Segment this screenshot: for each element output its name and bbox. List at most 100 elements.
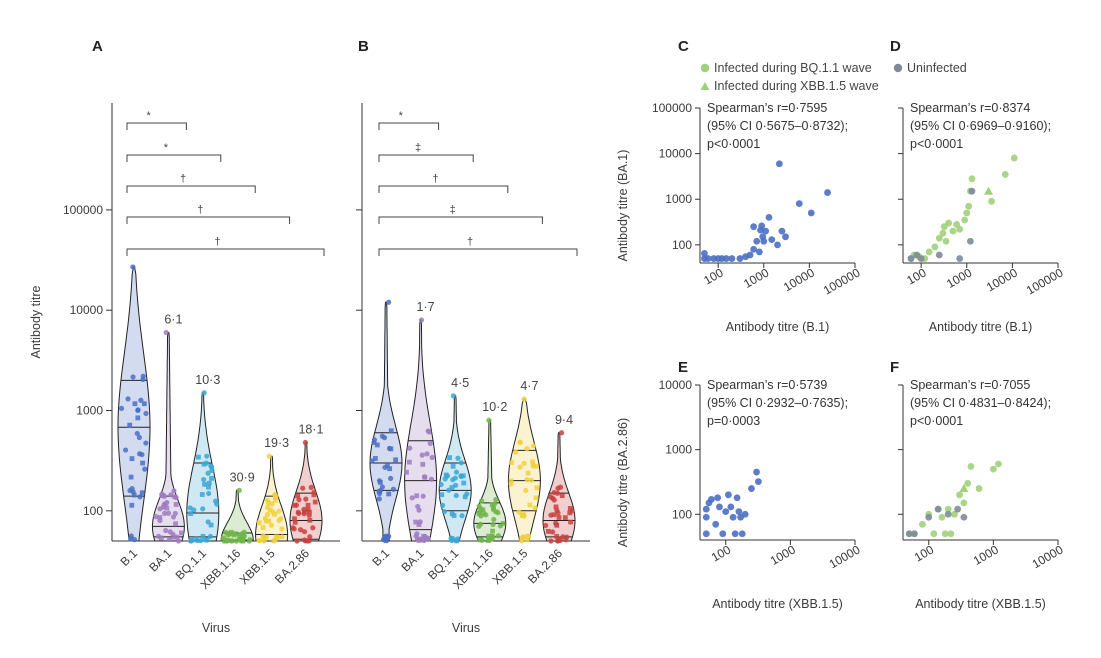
fold-change-label: 30·9: [230, 470, 255, 484]
data-point: [170, 531, 176, 537]
data-point: [272, 536, 279, 542]
data-point: [427, 440, 433, 447]
data-point: [264, 511, 271, 518]
data-point: [273, 493, 279, 499]
fold-change-label: 9·4: [555, 413, 573, 427]
data-point: [188, 538, 194, 544]
data-point: [137, 494, 143, 500]
data-point: [905, 530, 913, 538]
data-point: [941, 530, 949, 538]
data-point: [701, 249, 708, 257]
data-point: [548, 538, 554, 544]
data-point: [420, 493, 426, 499]
legend-bq-wave-label: Infected during BQ.1.1 wave: [714, 61, 872, 75]
data-point: [200, 506, 206, 512]
data-point: [206, 484, 211, 490]
x-axis-label: Virus: [452, 621, 480, 635]
data-point: [907, 255, 915, 262]
x-tick-label: 100: [912, 542, 937, 564]
data-point: [386, 491, 392, 497]
data-point: [236, 487, 242, 493]
spearman-stat-line: p<0·0001: [707, 137, 760, 151]
data-point: [202, 481, 207, 487]
x-tick-label: 1000: [971, 542, 1001, 568]
data-point: [171, 534, 177, 540]
data-point: [157, 506, 163, 512]
data-point: [479, 537, 485, 543]
significance-bracket: [378, 216, 543, 224]
data-point: [1001, 171, 1009, 178]
data-point: [173, 502, 179, 507]
data-point: [478, 506, 483, 512]
data-point: [956, 255, 964, 262]
data-point: [173, 521, 178, 527]
data-point: [305, 502, 311, 508]
significance-symbol: †: [214, 236, 220, 248]
significance-symbol: †: [432, 173, 438, 185]
data-point: [135, 415, 141, 421]
data-point: [267, 507, 273, 513]
data-point: [988, 197, 995, 205]
data-point: [179, 530, 184, 536]
data-point: [196, 454, 201, 460]
data-point: [782, 233, 789, 241]
data-point: [212, 498, 219, 504]
data-point: [301, 529, 308, 535]
data-point: [530, 443, 537, 449]
data-point: [388, 446, 394, 452]
y-axis-label: Antibody titre: [29, 285, 43, 358]
data-point: [968, 187, 976, 195]
data-point: [951, 510, 958, 518]
data-point: [162, 510, 168, 516]
data-point: [702, 513, 710, 521]
data-point: [567, 506, 573, 511]
x-tick-label: XBB.1.5: [489, 546, 530, 587]
data-point: [964, 480, 972, 487]
data-point: [382, 537, 388, 543]
significance-symbol: †: [180, 173, 186, 185]
violin-body: [220, 489, 254, 542]
data-point: [421, 474, 428, 480]
significance-symbol: *: [399, 110, 404, 122]
data-point: [534, 485, 540, 491]
spearman-stat-line: Spearman’s r=0·5739: [707, 378, 827, 392]
data-point: [308, 484, 314, 490]
data-point: [135, 407, 141, 413]
fold-change-label: 1·7: [417, 300, 435, 314]
data-point: [553, 504, 559, 510]
data-point: [508, 478, 514, 484]
data-point: [122, 447, 129, 453]
significance-symbol: *: [147, 110, 152, 122]
x-tick-label: 10000: [827, 542, 863, 571]
data-point: [201, 390, 207, 396]
data-point: [256, 537, 262, 544]
data-point: [525, 533, 531, 540]
data-point: [702, 530, 710, 538]
data-point: [279, 526, 285, 532]
data-point: [938, 513, 946, 521]
data-point: [131, 492, 137, 498]
x-tick-label: 100000: [821, 265, 863, 297]
data-point: [750, 245, 758, 253]
fold-change-label: 18·1: [298, 422, 323, 436]
data-point: [292, 502, 297, 508]
data-point: [519, 513, 525, 518]
panel-d: D 100 1000 10000 100000 Antibody titre (B.1) S…: [890, 38, 1066, 334]
data-point: [719, 530, 727, 538]
data-point: [295, 509, 301, 515]
data-point: [458, 460, 464, 466]
data-point: [291, 526, 297, 532]
data-point: [376, 488, 382, 494]
data-point: [712, 520, 720, 528]
x-tick-label: BA.1: [146, 546, 175, 575]
data-point: [188, 511, 194, 516]
y-axis-label: Antibody titre (BA.2.86): [616, 418, 630, 547]
panel-label-e: E: [678, 359, 688, 376]
spearman-stat-line: p<0·0001: [910, 137, 963, 151]
x-tick-label: 100000: [1024, 265, 1066, 297]
data-point: [369, 458, 375, 464]
data-point: [995, 460, 1002, 468]
data-point: [141, 401, 147, 407]
